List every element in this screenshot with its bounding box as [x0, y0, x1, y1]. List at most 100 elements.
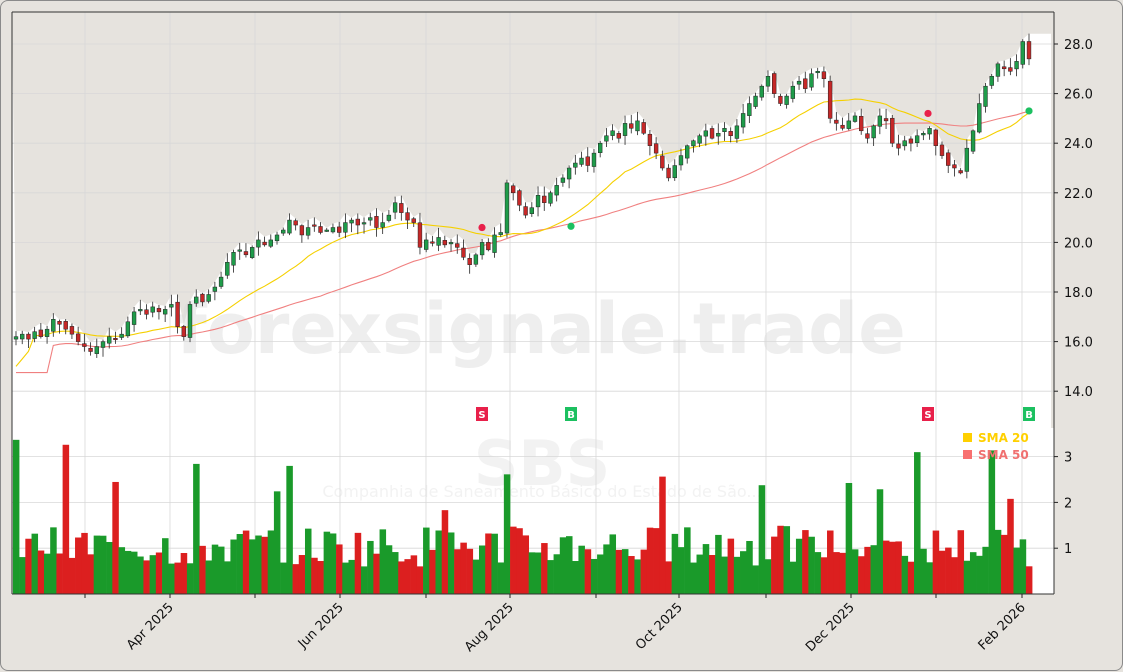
candle-body — [821, 71, 827, 79]
candle-body — [852, 115, 858, 122]
volume-bar — [963, 560, 971, 594]
volume-bar — [205, 560, 213, 594]
watermark-ticker: SBS — [474, 427, 611, 500]
volume-bar — [31, 533, 39, 594]
candle-body — [479, 242, 485, 256]
candle-body — [13, 336, 19, 340]
candle-body — [772, 73, 777, 94]
volume-bar — [323, 531, 331, 594]
x-tick-label: Jun 2025 — [295, 600, 347, 652]
volume-bar — [236, 534, 244, 594]
candle-body — [635, 120, 640, 132]
candle-body — [498, 232, 503, 235]
volume-bar — [932, 530, 940, 594]
volume-bar — [81, 532, 88, 594]
volume-bar — [820, 557, 828, 594]
volume-bar — [385, 545, 393, 594]
volume-bar — [615, 549, 623, 594]
volume-bar — [193, 463, 200, 594]
volume-bar — [802, 530, 809, 594]
signal-badge-label: S — [478, 410, 485, 421]
volume-bar — [510, 526, 517, 594]
price-envelope-fill — [12, 12, 1054, 343]
volume-bar — [926, 562, 933, 594]
volume-bar — [329, 533, 337, 594]
candle-body — [256, 239, 261, 248]
volume-bar — [640, 549, 648, 594]
candle-body — [212, 286, 218, 292]
volume-bar — [68, 557, 76, 594]
candle-body — [846, 120, 851, 129]
x-tick-label: Dec 2025 — [803, 600, 858, 655]
candle-body — [566, 167, 572, 180]
volume-bar — [566, 536, 573, 594]
candle-body — [336, 226, 342, 233]
candle-body — [896, 143, 901, 149]
volume-bar — [684, 527, 691, 594]
volume-bar — [951, 557, 958, 594]
candle-body — [32, 331, 37, 339]
candle-body — [504, 182, 510, 234]
volume-bar — [62, 444, 70, 594]
x-tick-label: Feb 2026 — [976, 600, 1029, 653]
volume-bar — [578, 545, 585, 594]
volume-bar — [653, 528, 660, 594]
candle-body — [691, 140, 696, 147]
volume-bar — [497, 562, 505, 594]
price-tick-label: 14.0 — [1064, 385, 1093, 400]
volume-bar — [609, 534, 617, 594]
volume-bar — [19, 557, 26, 594]
candle-body — [629, 123, 634, 129]
candle-body — [287, 219, 292, 234]
signal-badge-s — [922, 407, 934, 421]
plot-background — [12, 12, 1054, 594]
candle-body — [293, 220, 298, 226]
volume-bar — [1013, 547, 1020, 594]
volume-bar — [621, 549, 629, 594]
volume-bar — [217, 546, 225, 594]
volume-bar — [454, 549, 461, 594]
candle-body — [573, 162, 578, 168]
volume-bar — [174, 562, 181, 594]
volume-bar — [112, 481, 119, 594]
volume-bar — [162, 538, 169, 594]
volume-bar — [435, 530, 443, 594]
candle-body — [88, 347, 93, 352]
candle-body — [1020, 41, 1025, 65]
x-tick-label: Aug 2025 — [462, 600, 517, 655]
candle-body — [1026, 41, 1032, 60]
volume-bar — [696, 554, 704, 594]
volume-bar — [547, 560, 554, 594]
volume-bar — [914, 452, 921, 594]
volume-bars — [12, 439, 1033, 594]
candle-body — [995, 63, 1001, 77]
volume-bar — [597, 554, 604, 594]
volume-bar — [1001, 534, 1008, 594]
volume-bar — [677, 547, 685, 594]
volume-bar — [25, 538, 32, 594]
volume-bar — [827, 530, 834, 594]
volume-bar — [795, 538, 803, 594]
volume-bar — [864, 546, 871, 594]
volume-bar — [969, 552, 977, 594]
price-tick-label: 18.0 — [1064, 286, 1093, 301]
candle-body — [399, 203, 404, 213]
volume-bar — [286, 465, 293, 594]
candle-body — [274, 234, 280, 242]
candle-body — [709, 128, 715, 139]
volume-bar — [957, 530, 965, 594]
volume-bar — [752, 565, 759, 594]
volume-bar — [665, 561, 672, 594]
volume-bar — [50, 527, 57, 594]
volume-bar — [777, 525, 784, 594]
candle-body — [678, 155, 684, 166]
volume-bar — [938, 550, 946, 594]
candle-body — [162, 309, 168, 315]
candle-body — [113, 338, 118, 341]
volume-bar — [628, 556, 635, 594]
volume-bar — [311, 557, 318, 594]
candle-body — [343, 222, 348, 233]
candle-body — [716, 133, 721, 137]
watermark-company-name: Companhia de Saneamento Básico do Estado… — [322, 482, 761, 501]
